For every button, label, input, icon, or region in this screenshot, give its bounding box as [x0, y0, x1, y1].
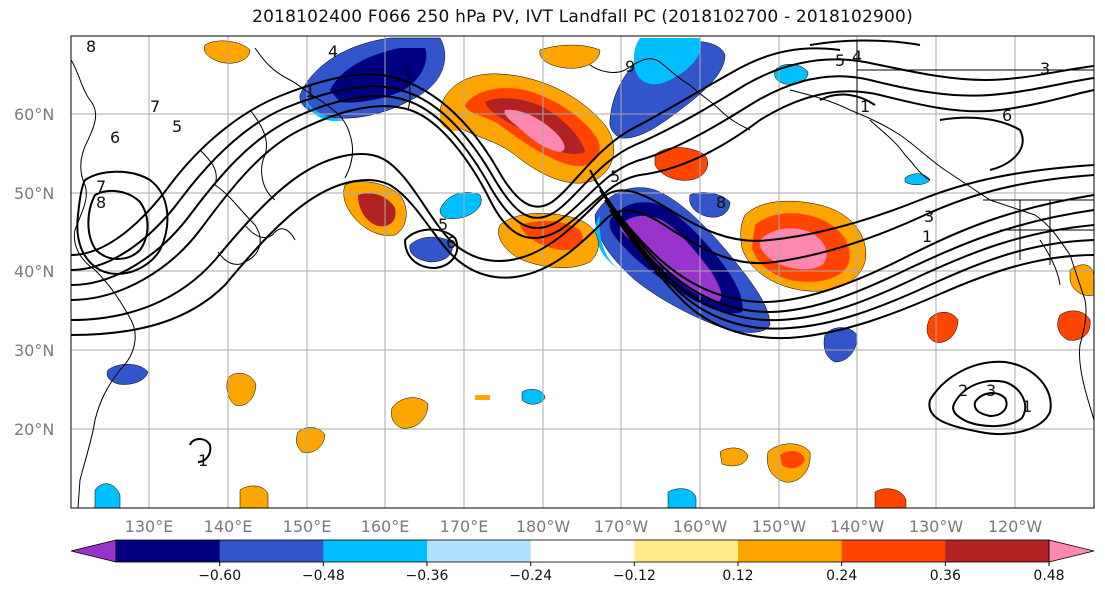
contour-label: 6	[110, 128, 120, 147]
colorbar-segment	[323, 540, 428, 562]
colorbar-segment	[945, 540, 1050, 562]
colorbar-segment	[116, 540, 221, 562]
colorbar-label: 0.48	[1033, 568, 1064, 584]
colorbar-segment	[634, 540, 739, 562]
contour-label: 6	[1002, 106, 1012, 125]
contour-label: 1	[922, 227, 932, 246]
lat-label: 40°N	[14, 262, 54, 281]
gridlines	[71, 36, 1094, 508]
contour-label: 7	[96, 177, 106, 196]
contour-label: 8	[96, 193, 106, 212]
contour-label: 3	[924, 207, 934, 226]
map-title: 2018102400 F066 250 hPa PV, IVT Landfall…	[252, 7, 913, 27]
lon-label: 180°W	[516, 517, 571, 536]
contour-label: 1	[1022, 397, 1032, 416]
contour-label: 3	[986, 381, 996, 400]
colorbar-label: 0.12	[722, 568, 753, 584]
contour-label: 7	[150, 97, 160, 116]
contour-label: 1	[860, 97, 870, 116]
pv-contours	[70, 39, 1095, 463]
lon-label: 170°W	[594, 517, 649, 536]
lon-label: 140°W	[830, 517, 885, 536]
contour-label: 1	[198, 451, 208, 470]
colorbar-extend-max	[1048, 539, 1095, 563]
colorbar-segment	[219, 540, 324, 562]
contour-label: 5	[610, 167, 620, 186]
lat-label: 30°N	[14, 341, 54, 360]
lon-axis: 130°E 140°E 150°E 160°E 170°E 180°W 170°…	[125, 517, 1043, 536]
lon-label: 150°E	[283, 517, 332, 536]
colorbar-segment	[841, 540, 946, 562]
lon-label: 150°W	[752, 517, 807, 536]
lat-axis: 60°N 50°N 40°N 30°N 20°N	[14, 105, 54, 439]
coastlines	[70, 40, 1095, 509]
colorbar-label: −0.36	[406, 568, 449, 584]
contour-label: 1	[305, 82, 315, 101]
colorbar-extend-min	[70, 539, 117, 563]
lon-label: 170°E	[440, 517, 489, 536]
colorbar-label: 0.24	[826, 568, 857, 584]
contour-labels: 8 7 6 5 4 1 7 8 5 6 9 5 8 3 1 5 4 3 6 1 …	[86, 37, 1050, 470]
lat-label: 50°N	[14, 184, 54, 203]
contour-label: 6	[446, 233, 456, 252]
colorbar-segment	[738, 540, 843, 562]
contour-label: 8	[86, 37, 96, 56]
colorbar-outline	[115, 539, 1050, 563]
lon-label: 130°W	[909, 517, 964, 536]
contour-label: 5	[172, 117, 182, 136]
colorbar-label: −0.12	[613, 568, 656, 584]
lon-label: 120°W	[988, 517, 1043, 536]
contour-label: 3	[1040, 59, 1050, 78]
contour-label: 5	[835, 51, 845, 70]
colorbar-label: −0.60	[198, 568, 241, 584]
colorbar-label: 0.36	[930, 568, 961, 584]
colorbar-segment	[427, 540, 532, 562]
map-frame	[70, 35, 1095, 509]
colorbar-segment	[530, 540, 635, 562]
lon-label: 130°E	[125, 517, 174, 536]
colorbar-label: −0.48	[302, 568, 345, 584]
lat-label: 20°N	[14, 420, 54, 439]
contour-label: 4	[328, 42, 338, 61]
lon-label: 140°E	[204, 517, 253, 536]
lon-label: 160°W	[673, 517, 728, 536]
colorbar: −0.60 −0.48 −0.36 −0.24 −0.12 0.12 0.24 0.36 0.4…	[70, 539, 1095, 584]
contour-label: 5	[438, 215, 448, 234]
lon-label: 160°E	[361, 517, 410, 536]
contour-label: 4	[852, 47, 862, 66]
contour-label: 8	[716, 193, 726, 212]
lat-label: 60°N	[14, 105, 54, 124]
contour-label: 2	[958, 381, 968, 400]
contour-label: 9	[625, 57, 635, 76]
colorbar-label: −0.24	[509, 568, 552, 584]
